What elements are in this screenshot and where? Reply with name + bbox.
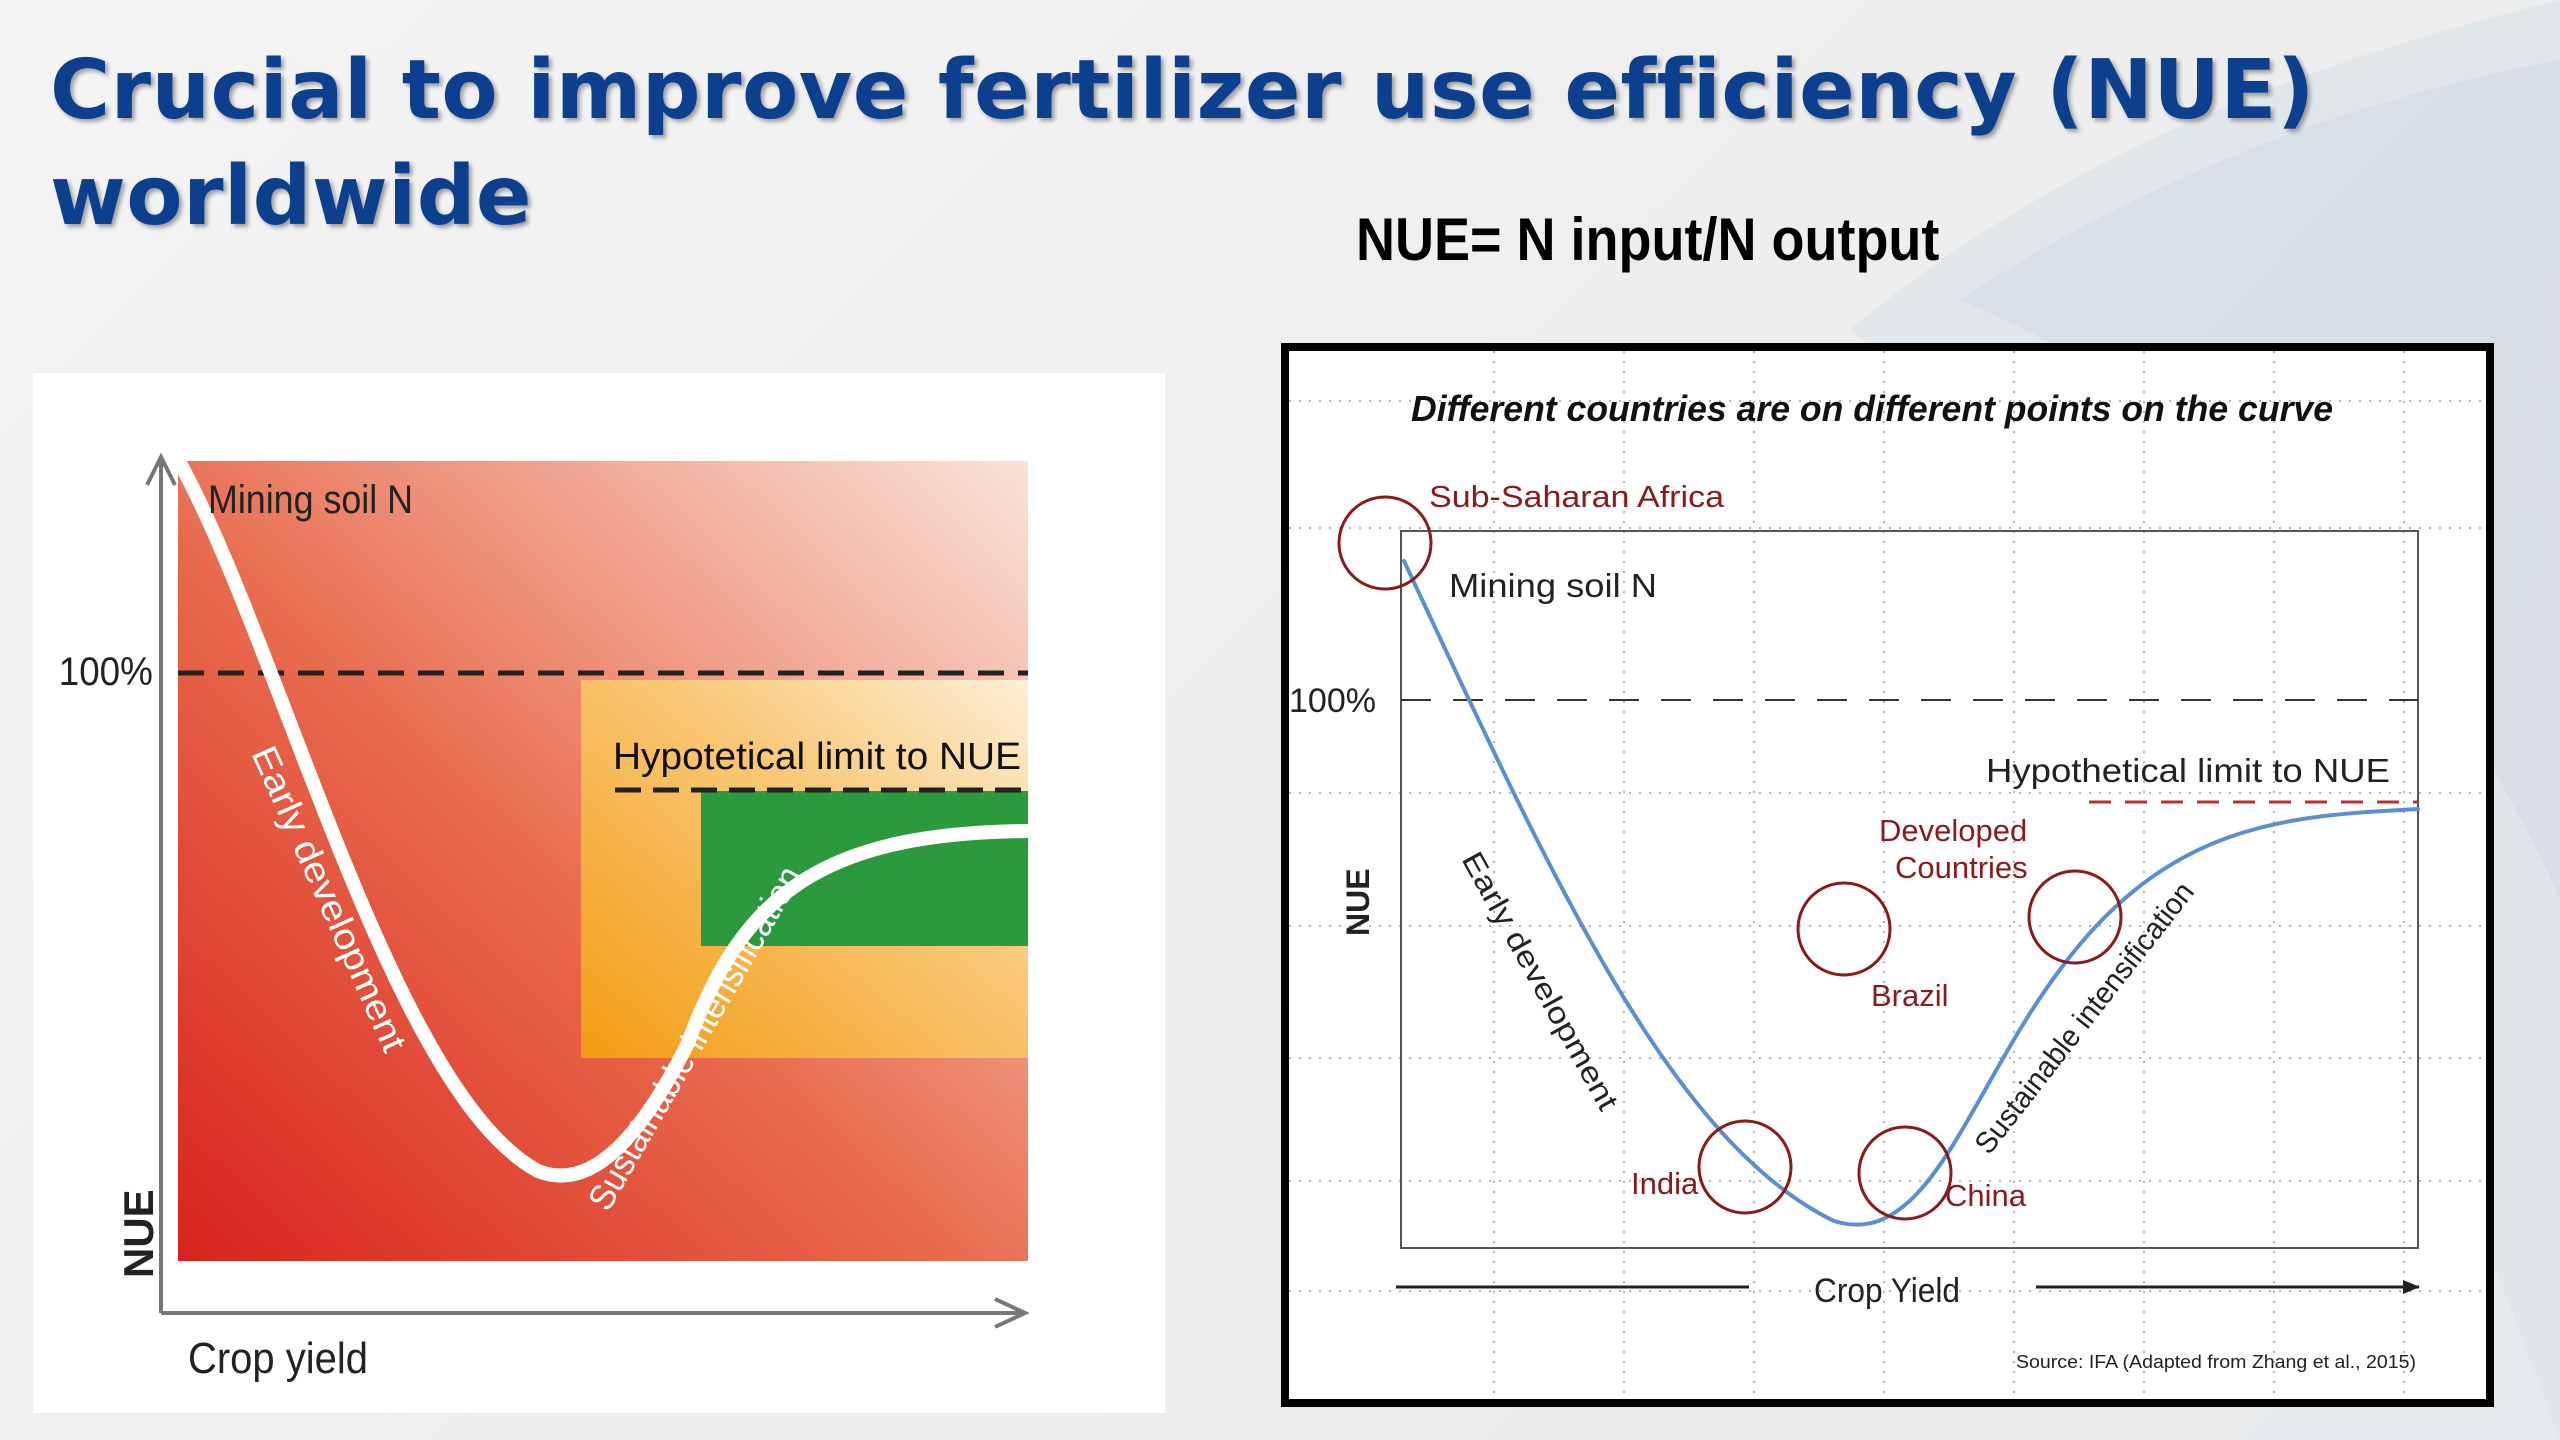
region-circle-china [1857,1125,1953,1221]
right-x-arrow-icon [2403,1280,2420,1294]
title-line-2: worldwide [50,149,533,244]
right-early-label: Early development [1455,846,1625,1116]
left-100-label: 100% [59,650,153,695]
right-mining-label: Mining soil N [1449,567,1657,604]
right-nue-curve [1402,559,2420,1227]
left-nue-curve [174,458,1035,1183]
left-x-axis-label: Crop yield [188,1334,368,1383]
region-label-china: China [1945,1178,2027,1213]
left-mining-label: Mining soil N [208,478,413,522]
region-label-developed-2: Countries [1895,850,2028,885]
region-circle-india [1697,1119,1793,1215]
region-label-brazil: Brazil [1871,978,1949,1013]
left-limit-label: Hypotetical limit to NUE [613,736,1021,778]
region-circle-brazil [1796,881,1892,977]
right-heading: Different countries are on different poi… [1411,388,2333,429]
left-x-arrow-icon [994,1297,1030,1329]
region-label-developed-1: Developed [1879,813,2027,848]
right-plot-frame [1400,530,2419,1249]
region-label-sub-saharan: Sub-Saharan Africa [1429,479,1725,514]
region-label-india: India [1631,1166,1699,1201]
title-line-1: Crucial to improve fertilizer use effici… [50,43,2315,138]
left-y-axis-label: NUE [115,1189,162,1278]
right-diagram-svg: Different countries are on different poi… [1289,351,2486,1399]
right-limit-label: Hypothetical limit to NUE [1986,752,2390,789]
left-y-arrow-icon [145,452,177,486]
nue-formula: NUE= N input/N output [1356,206,1940,273]
right-nue-diagram: Different countries are on different poi… [1281,343,2494,1407]
region-circle-sub-saharan [1337,495,1433,591]
page-title: Crucial to improve fertilizer use effici… [50,38,2315,250]
right-source: Source: IFA (Adapted from Zhang et al., … [2016,1352,2416,1372]
right-100-label: 100% [1289,682,1376,720]
right-x-axis-label: Crop Yield [1814,1272,1960,1310]
left-diagram-svg: 100% Hypotetical limit to NUE Mining soi… [59,452,1035,1383]
right-sustainable-label: Sustainable intensification [1969,876,2201,1160]
left-nue-diagram: 100% Hypotetical limit to NUE Mining soi… [33,373,1165,1413]
region-circle-developed [2027,869,2123,965]
right-y-axis-label: NUE [1340,868,1376,936]
